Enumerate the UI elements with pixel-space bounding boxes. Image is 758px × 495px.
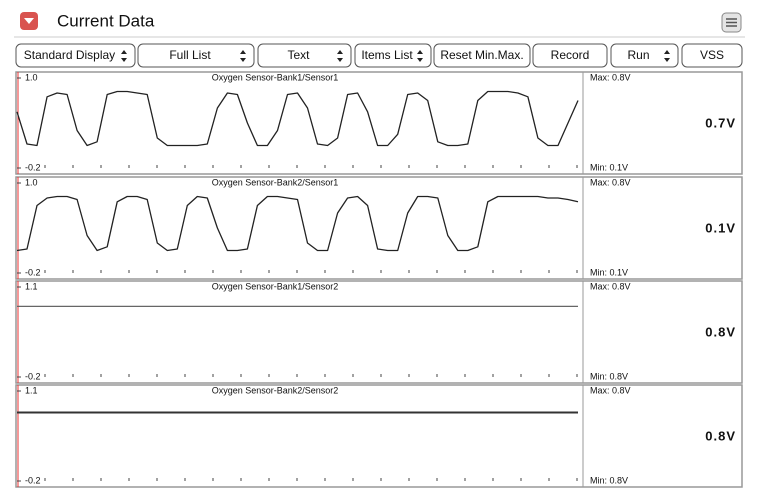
- button-label: Items List: [361, 48, 413, 62]
- toolbar-button[interactable]: [433, 43, 531, 68]
- menu-lines: [726, 18, 737, 27]
- y-tick-label: -0.2: [25, 267, 41, 277]
- min-value: Min: 0.8V: [590, 371, 628, 381]
- chart-title: Oxygen Sensor-Bank1/Sensor2: [212, 281, 339, 291]
- chart-title: Oxygen Sensor-Bank1/Sensor1: [212, 72, 339, 82]
- min-value: Min: 0.1V: [590, 267, 628, 277]
- panel-frame: [15, 71, 743, 175]
- max-value: Max: 0.8V: [590, 281, 631, 291]
- waveform: [16, 90, 579, 147]
- current-value: 0.8V: [705, 324, 736, 339]
- toolbar-button[interactable]: [681, 43, 743, 68]
- waveform: [16, 195, 579, 252]
- chart-title: Oxygen Sensor-Bank2/Sensor1: [212, 177, 339, 187]
- panel-title: Current Data: [57, 11, 155, 30]
- button-label: Reset Min.Max.: [440, 48, 523, 62]
- dropdown-arrows: [121, 50, 127, 62]
- toolbar-button[interactable]: [610, 43, 679, 68]
- min-value: Min: 0.1V: [590, 162, 628, 172]
- toolbar-button[interactable]: [137, 43, 255, 68]
- button-label: VSS: [700, 48, 724, 62]
- button-label: Record: [551, 48, 590, 62]
- y-tick-label: 1.1: [25, 281, 38, 291]
- toolbar-button[interactable]: [257, 43, 352, 68]
- dropdown-arrows: [417, 50, 423, 62]
- button-label: Full List: [169, 48, 211, 62]
- button-label: Text: [287, 48, 310, 62]
- panel-frame: [15, 280, 743, 384]
- toolbar-button[interactable]: [15, 43, 136, 68]
- max-value: Max: 0.8V: [590, 385, 631, 395]
- toolbar-button[interactable]: [532, 43, 608, 68]
- current-value: 0.7V: [705, 115, 736, 130]
- dropdown-arrows: [240, 50, 246, 62]
- y-tick-label: -0.2: [25, 371, 41, 381]
- y-tick-label: -0.2: [25, 475, 41, 485]
- collapse-arrow: [24, 18, 34, 24]
- y-tick-label: 1.1: [25, 385, 38, 395]
- max-value: Max: 0.8V: [590, 177, 631, 187]
- toolbar-button[interactable]: [354, 43, 432, 68]
- panel-frame: [15, 176, 743, 280]
- min-value: Min: 0.8V: [590, 475, 628, 485]
- y-tick-label: 1.0: [25, 72, 38, 82]
- panel-frame: [15, 384, 743, 488]
- dropdown-arrows: [337, 50, 343, 62]
- y-tick-label: -0.2: [25, 162, 41, 172]
- button-label: Run: [627, 48, 649, 62]
- current-value: 0.8V: [705, 428, 736, 443]
- max-value: Max: 0.8V: [590, 72, 631, 82]
- y-tick-label: 1.0: [25, 177, 38, 187]
- current-value: 0.1V: [705, 220, 736, 235]
- dropdown-arrows: [664, 50, 670, 62]
- button-label: Standard Display: [24, 48, 115, 62]
- chart-title: Oxygen Sensor-Bank2/Sensor2: [212, 385, 339, 395]
